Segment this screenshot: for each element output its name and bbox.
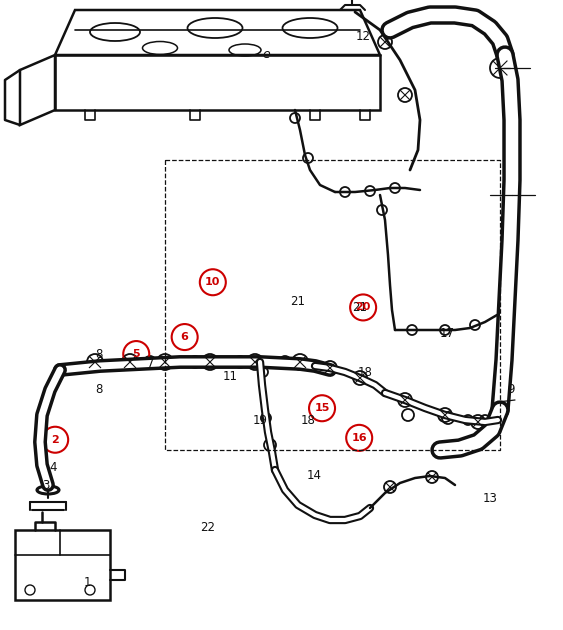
- Text: 8: 8: [95, 348, 102, 360]
- Text: 4: 4: [50, 461, 57, 474]
- Text: 7: 7: [147, 357, 155, 370]
- Text: 2: 2: [51, 435, 59, 445]
- Text: 18: 18: [358, 367, 372, 379]
- Text: 12: 12: [356, 30, 370, 43]
- Text: 16: 16: [351, 433, 367, 443]
- Text: 11: 11: [222, 370, 237, 383]
- Text: 19: 19: [253, 415, 267, 427]
- Text: 18: 18: [301, 415, 316, 427]
- Text: 17: 17: [440, 328, 455, 340]
- Text: 21: 21: [352, 301, 367, 314]
- Text: 5: 5: [132, 349, 140, 359]
- Text: 8: 8: [95, 383, 102, 396]
- Text: 10: 10: [205, 277, 221, 287]
- Text: 21: 21: [290, 295, 305, 307]
- Text: 9: 9: [507, 383, 515, 396]
- Text: 14: 14: [307, 469, 321, 482]
- Text: e: e: [262, 48, 270, 61]
- Text: 22: 22: [200, 522, 215, 534]
- Text: 3: 3: [42, 479, 50, 491]
- Text: 15: 15: [314, 403, 330, 413]
- Text: 1: 1: [83, 576, 91, 589]
- Text: 20: 20: [355, 302, 371, 312]
- Text: 13: 13: [482, 493, 497, 505]
- Text: 6: 6: [181, 332, 189, 342]
